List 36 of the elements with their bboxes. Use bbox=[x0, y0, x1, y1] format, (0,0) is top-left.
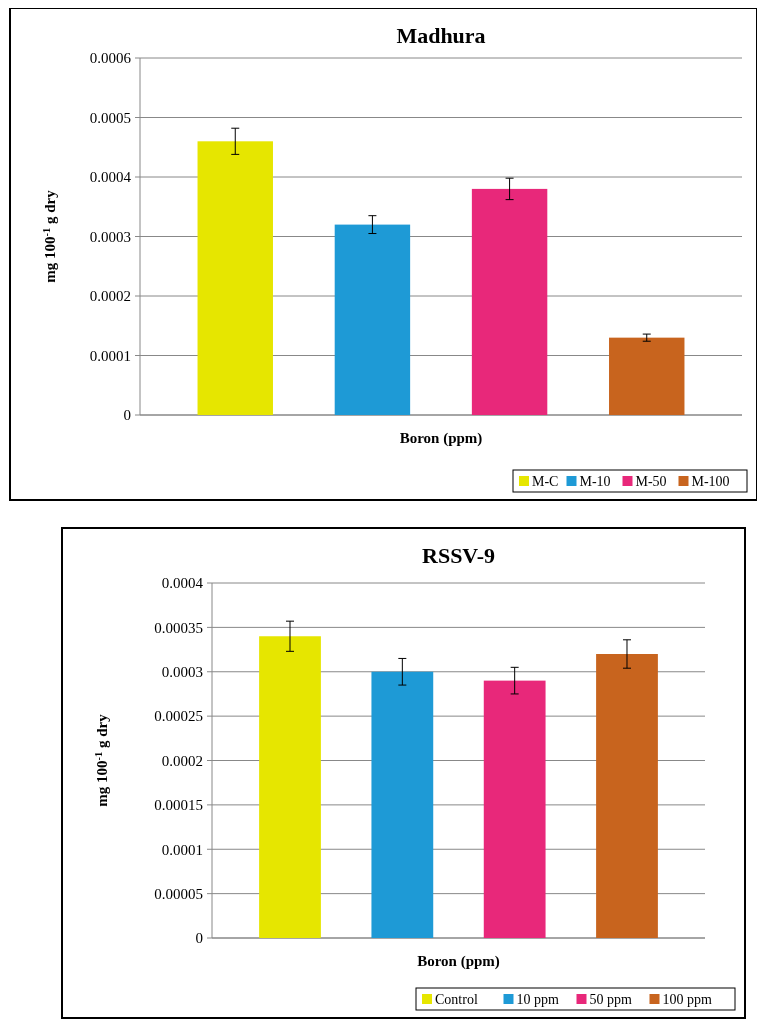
y-tick-label: 0.0005 bbox=[89, 109, 131, 126]
bar bbox=[596, 654, 658, 938]
bar bbox=[483, 680, 546, 938]
x-axis-title: Boron (ppm) bbox=[417, 953, 500, 970]
y-tick-label: 0.0001 bbox=[161, 841, 203, 858]
bar bbox=[259, 636, 321, 938]
chart-title: RSSV-9 bbox=[422, 543, 495, 568]
bar bbox=[609, 337, 685, 415]
bar bbox=[371, 671, 434, 938]
legend-label: M-10 bbox=[579, 474, 611, 489]
y-tick-label: 0.0002 bbox=[89, 288, 131, 305]
legend-label: 100 ppm bbox=[662, 992, 712, 1007]
y-tick-label: 0.00015 bbox=[154, 797, 203, 814]
y-tick-label: 0.00035 bbox=[154, 619, 203, 636]
y-tick-label: 0.0003 bbox=[89, 228, 131, 245]
legend-label: M-100 bbox=[691, 474, 730, 489]
y-tick-label: 0.00005 bbox=[154, 885, 203, 902]
y-tick-label: 0 bbox=[195, 930, 203, 947]
legend-label: 50 ppm bbox=[589, 992, 632, 1007]
legend-label: M-50 bbox=[635, 474, 667, 489]
y-tick-label: 0.0003 bbox=[161, 664, 203, 680]
bar bbox=[197, 141, 273, 415]
y-tick-label: 0.0001 bbox=[89, 347, 131, 364]
legend-label: 10 ppm bbox=[516, 992, 559, 1007]
y-tick-label: 0.00025 bbox=[154, 708, 203, 725]
y-tick-label: 0.0004 bbox=[161, 575, 204, 592]
y-tick-label: 0.0006 bbox=[89, 50, 132, 67]
bar bbox=[334, 224, 411, 415]
y-tick-label: 0.0004 bbox=[89, 169, 132, 186]
legend-label: M-C bbox=[532, 474, 559, 489]
chart-title: Madhura bbox=[396, 23, 486, 48]
y-tick-label: 0.0002 bbox=[161, 752, 203, 769]
legend-label: Control bbox=[435, 992, 478, 1007]
bar bbox=[471, 188, 548, 415]
y-tick-label: 0 bbox=[123, 407, 131, 424]
x-axis-title: Boron (ppm) bbox=[399, 430, 483, 447]
